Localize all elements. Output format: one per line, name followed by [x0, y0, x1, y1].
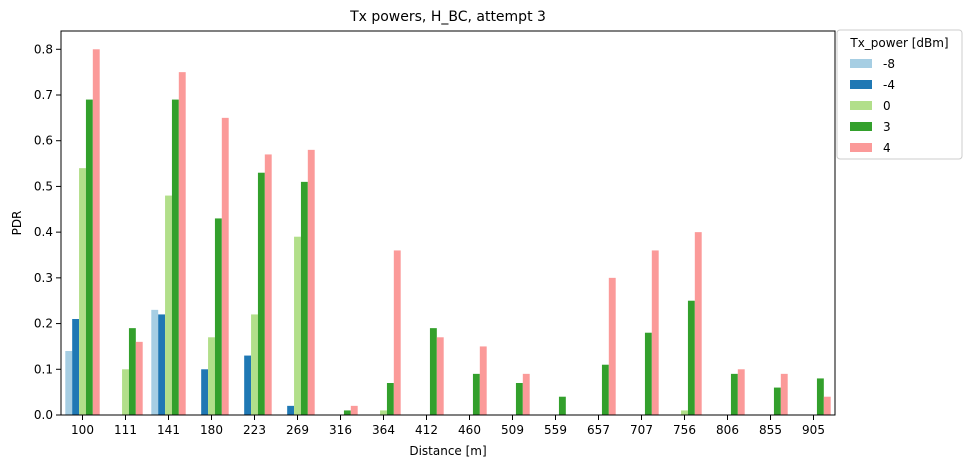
bar-269-series-3 — [300, 181, 308, 415]
bar-100-series-0 — [79, 168, 86, 415]
bar-855-series-4 — [780, 373, 788, 415]
bar-559-series-3 — [558, 396, 566, 415]
legend-title: Tx_power [dBm] — [849, 36, 948, 50]
x-tick-label: 316 — [329, 423, 352, 437]
x-tick-label: 223 — [243, 423, 266, 437]
x-tick-label: 269 — [286, 423, 309, 437]
bar-364-series-3 — [386, 383, 394, 415]
x-tick-label: 559 — [544, 423, 567, 437]
plot-frame — [60, 30, 836, 416]
bar-141-series-0 — [165, 195, 172, 415]
y-tick-label: 0.1 — [34, 362, 53, 376]
bar-855-series-3 — [773, 387, 781, 415]
x-tick-label: 756 — [673, 423, 696, 437]
bar-141-series-3 — [171, 99, 179, 415]
bar-111-series-3 — [128, 328, 136, 415]
x-tick-label: 855 — [759, 423, 782, 437]
bar-141-series-4 — [178, 72, 186, 415]
x-axis-label: Distance [m] — [409, 444, 486, 458]
bar-269-series-0 — [294, 236, 301, 415]
bar-316-series-3 — [343, 410, 351, 415]
bar-509-series-3 — [515, 383, 523, 415]
bars-group — [65, 49, 831, 416]
bar-905-series-3 — [816, 378, 824, 415]
y-axis: 0.0 0.1 0.2 0.3 0.4 0.5 0.6 0.7 0.8 — [34, 42, 61, 422]
y-tick-label: 0.2 — [34, 317, 53, 331]
x-tick-label: 412 — [415, 423, 438, 437]
legend-swatch--8 — [850, 59, 872, 68]
bar-707-series-4 — [651, 250, 659, 415]
bar-905-series-4 — [823, 396, 831, 415]
bar-657-series-3 — [601, 364, 609, 415]
bar-806-series-4 — [737, 369, 745, 415]
chart-title: Tx powers, H_BC, attempt 3 — [349, 9, 546, 25]
x-tick-label: 806 — [716, 423, 739, 437]
bar-100-series--8 — [65, 351, 73, 415]
x-tick-label: 364 — [372, 423, 395, 437]
legend-swatch--4 — [850, 80, 872, 89]
bar-316-series-4 — [350, 405, 358, 415]
x-tick-label: 707 — [630, 423, 653, 437]
x-tick-label: 460 — [458, 423, 481, 437]
bar-269-series--4 — [287, 405, 295, 415]
x-tick-label: 100 — [71, 423, 94, 437]
x-tick-label: 905 — [802, 423, 825, 437]
legend-swatch-4 — [850, 143, 872, 152]
bar-180-series--4 — [201, 369, 209, 415]
y-tick-label: 0.5 — [34, 179, 53, 193]
bar-509-series-4 — [522, 373, 530, 415]
y-tick-label: 0.6 — [34, 134, 53, 148]
bar-100-series-3 — [85, 99, 93, 415]
bar-269-series-4 — [307, 149, 315, 416]
bar-111-series-4 — [135, 341, 143, 415]
bar-756-series-3 — [687, 300, 695, 415]
y-tick-label: 0.3 — [34, 271, 53, 285]
bar-460-series-3 — [472, 373, 480, 415]
bar-460-series-4 — [479, 346, 487, 415]
legend-label--8: -8 — [883, 57, 895, 71]
bar-364-series-4 — [393, 250, 401, 415]
x-tick-label: 141 — [157, 423, 180, 437]
y-tick-label: 0.8 — [34, 42, 53, 56]
x-tick-label: 657 — [587, 423, 610, 437]
bar-412-series-4 — [436, 337, 444, 415]
bar-707-series-3 — [644, 332, 652, 415]
bar-657-series-4 — [608, 277, 616, 415]
y-axis-label: PDR — [10, 211, 24, 236]
legend-label-0: 0 — [883, 99, 891, 113]
bar-180-series-4 — [221, 117, 229, 416]
bar-223-series-4 — [264, 154, 272, 415]
y-tick-label: 0.0 — [34, 408, 53, 422]
bar-100-series-4 — [92, 49, 100, 415]
bar-223-series-0 — [251, 314, 258, 415]
legend-label-3: 3 — [883, 120, 891, 134]
legend-label-4: 4 — [883, 141, 891, 155]
bar-141-series--8 — [151, 309, 159, 415]
bar-223-series-3 — [257, 172, 265, 415]
bar-141-series--4 — [158, 314, 166, 415]
bar-180-series-0 — [208, 337, 215, 415]
bar-756-series-0 — [681, 410, 688, 415]
bar-412-series-3 — [429, 328, 437, 415]
y-tick-label: 0.4 — [34, 225, 53, 239]
legend: Tx_power [dBm] -8 -4 0 3 4 — [836, 29, 963, 160]
bar-364-series-0 — [380, 410, 387, 415]
legend-swatch-0 — [850, 101, 872, 110]
y-tick-label: 0.7 — [34, 88, 53, 102]
bar-100-series--4 — [72, 319, 80, 415]
x-axis: 100 111 141 180 223 269 316 364 412 460 509 559 657 7… — [71, 415, 825, 437]
legend-label--4: -4 — [883, 78, 895, 92]
x-tick-label: 509 — [501, 423, 524, 437]
x-tick-label: 180 — [200, 423, 223, 437]
bar-180-series-3 — [214, 218, 222, 415]
legend-swatch-3 — [850, 122, 872, 131]
bar-223-series--4 — [244, 355, 252, 415]
bar-111-series-0 — [122, 369, 129, 415]
bar-806-series-3 — [730, 373, 738, 415]
bar-756-series-4 — [694, 232, 702, 415]
x-tick-label: 111 — [114, 423, 137, 437]
